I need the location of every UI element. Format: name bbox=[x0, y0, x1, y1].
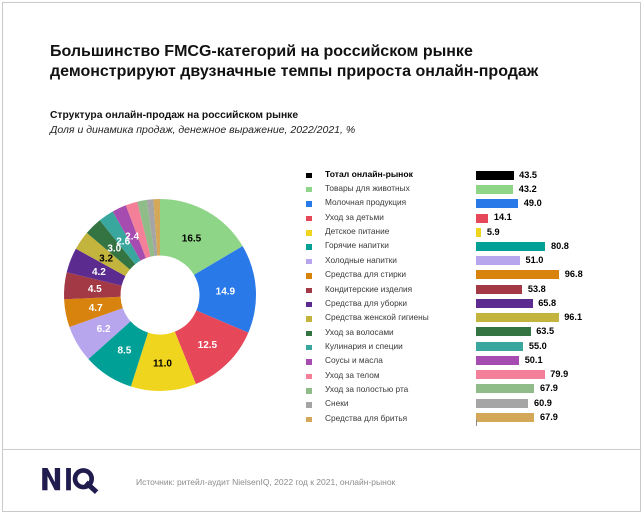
svg-text:8.5: 8.5 bbox=[117, 346, 131, 357]
svg-text:16.5: 16.5 bbox=[182, 234, 202, 245]
svg-text:14.9: 14.9 bbox=[216, 286, 236, 297]
svg-text:12.5: 12.5 bbox=[198, 340, 218, 351]
svg-text:2.4: 2.4 bbox=[125, 231, 139, 242]
svg-text:2.6: 2.6 bbox=[116, 236, 130, 247]
svg-text:4.5: 4.5 bbox=[88, 284, 102, 295]
svg-text:11.0: 11.0 bbox=[153, 359, 172, 370]
svg-text:3.0: 3.0 bbox=[107, 244, 121, 255]
svg-text:3.2: 3.2 bbox=[99, 253, 113, 264]
svg-text:4.2: 4.2 bbox=[92, 267, 106, 278]
svg-text:6.2: 6.2 bbox=[97, 324, 111, 335]
svg-text:4.7: 4.7 bbox=[89, 303, 103, 314]
